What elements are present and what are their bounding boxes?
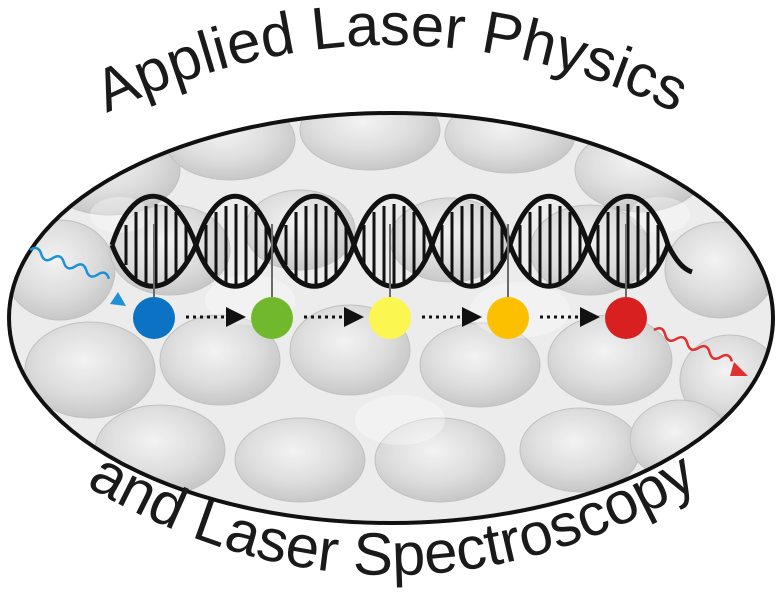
input-photon-arrow [29, 246, 126, 306]
dot-orange [487, 297, 529, 339]
ellipse-frame [7, 111, 775, 525]
dot-blue [133, 297, 175, 339]
output-photon-arrow [653, 326, 748, 376]
arrow-heads [226, 307, 600, 327]
connector-lines [153, 224, 627, 300]
double-helix-wave [109, 193, 693, 289]
logo-top-text: Applied Laser Physics [85, 0, 699, 125]
helix-rungs [124, 204, 660, 286]
dot-yellow [369, 297, 411, 339]
dot-green [251, 297, 293, 339]
dot-red [605, 297, 647, 339]
